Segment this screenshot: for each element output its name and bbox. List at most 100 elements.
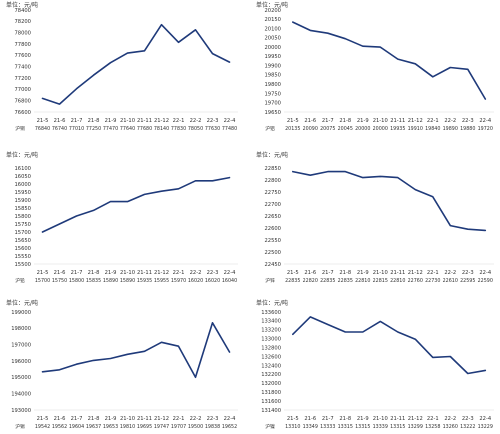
y-tick-label: 193000 xyxy=(11,408,31,414)
x-tick-label: 21-9 xyxy=(105,270,117,276)
y-tick-label: 20100 xyxy=(264,26,281,32)
value-row-label: 沪铜 xyxy=(15,125,25,132)
value-row-cell: 15750 xyxy=(52,278,67,284)
y-tick-label: 15550 xyxy=(14,254,31,260)
value-row-cell: 15890 xyxy=(120,278,135,284)
y-tick-label: 22600 xyxy=(264,226,281,232)
y-tick-label: 15650 xyxy=(14,238,31,244)
y-tick-label: 15750 xyxy=(14,222,31,228)
y-tick-label: 19850 xyxy=(264,73,281,79)
value-row-cell: 20090 xyxy=(303,126,318,132)
x-tick-label: 21-11 xyxy=(137,118,152,124)
value-row-label: 沪镍 xyxy=(265,423,275,430)
value-row-cell: 19747 xyxy=(154,424,169,430)
value-row-cell: 15700 xyxy=(35,278,50,284)
y-tick-label: 199000 xyxy=(11,310,31,316)
x-tick-label: 21-8 xyxy=(88,118,100,124)
y-tick-label: 78200 xyxy=(14,19,31,25)
value-row-cell: 15800 xyxy=(69,278,84,284)
x-tick-label: 22-3 xyxy=(462,118,474,124)
x-tick-label: 21-7 xyxy=(322,118,334,124)
value-row-cell: 19637 xyxy=(86,424,101,430)
series-line xyxy=(291,21,487,100)
value-row-cell: 13333 xyxy=(320,424,335,430)
value-row-cell: 77640 xyxy=(120,126,135,132)
x-tick-label: 21-8 xyxy=(339,416,351,422)
value-row-label: 沪铅 xyxy=(15,277,25,284)
value-row-cell: 19653 xyxy=(103,424,118,430)
y-tick-label: 20050 xyxy=(264,36,281,42)
value-row-cell: 22810 xyxy=(390,278,405,284)
x-tick-label: 21-8 xyxy=(339,270,351,276)
x-tick-label: 22-2 xyxy=(190,118,202,124)
x-tick-label: 22-3 xyxy=(462,416,474,422)
x-tick-label: 21-8 xyxy=(88,416,100,422)
unit-label: 单位：元/吨 xyxy=(256,151,288,159)
value-row-label: 沪锡 xyxy=(15,423,25,430)
y-tick-label: 133000 xyxy=(261,337,281,343)
y-tick-label: 22550 xyxy=(264,238,281,244)
value-row-cell: 16020 xyxy=(188,278,203,284)
y-tick-label: 133400 xyxy=(261,319,281,325)
value-row-cell: 77010 xyxy=(69,126,84,132)
x-tick-label: 21-10 xyxy=(373,270,388,276)
x-tick-label: 21-11 xyxy=(137,416,152,422)
x-tick-label: 21-5 xyxy=(37,270,49,276)
x-tick-label: 21-11 xyxy=(137,270,152,276)
y-tick-label: 131600 xyxy=(261,399,281,405)
y-tick-label: 15850 xyxy=(14,206,31,212)
y-tick-label: 76600 xyxy=(14,110,31,116)
y-tick-label: 19700 xyxy=(264,101,281,107)
value-row-cell: 13260 xyxy=(443,424,458,430)
y-tick-label: 76800 xyxy=(14,98,31,104)
x-tick-label: 21-6 xyxy=(54,416,66,422)
x-tick-label: 22-4 xyxy=(224,416,236,422)
value-row-cell: 22815 xyxy=(373,278,388,284)
x-tick-label: 21-12 xyxy=(154,118,169,124)
y-tick-label: 20150 xyxy=(264,17,281,23)
value-row-cell: 20135 xyxy=(285,126,300,132)
x-tick-label: 21-7 xyxy=(322,270,334,276)
x-tick-label: 22-1 xyxy=(427,416,439,422)
y-tick-label: 195000 xyxy=(11,375,31,381)
value-row-cell: 19838 xyxy=(205,424,220,430)
unit-label: 单位：元/吨 xyxy=(6,151,38,159)
y-tick-label: 15900 xyxy=(14,198,31,204)
x-tick-label: 22-2 xyxy=(444,118,456,124)
value-row-cell: 76740 xyxy=(52,126,67,132)
y-tick-label: 198000 xyxy=(11,326,31,332)
y-tick-label: 77000 xyxy=(14,87,31,93)
y-tick-label: 19900 xyxy=(264,63,281,69)
y-tick-label: 22700 xyxy=(264,202,281,208)
x-tick-label: 21-6 xyxy=(304,270,316,276)
y-tick-label: 22500 xyxy=(264,250,281,256)
y-tick-label: 131800 xyxy=(261,390,281,396)
x-tick-label: 21-6 xyxy=(54,118,66,124)
x-tick-label: 21-6 xyxy=(54,270,66,276)
x-tick-label: 21-10 xyxy=(120,118,135,124)
x-tick-label: 21-7 xyxy=(71,118,83,124)
value-row-cell: 13315 xyxy=(355,424,370,430)
x-tick-label: 21-6 xyxy=(304,416,316,422)
value-row-cell: 15890 xyxy=(103,278,118,284)
x-tick-label: 21-5 xyxy=(287,270,299,276)
y-tick-label: 77800 xyxy=(14,42,31,48)
x-tick-label: 21-10 xyxy=(373,118,388,124)
y-tick-label: 132200 xyxy=(261,372,281,378)
series-line xyxy=(41,23,231,105)
series-line xyxy=(41,321,231,379)
x-tick-label: 21-9 xyxy=(357,416,369,422)
x-tick-label: 21-12 xyxy=(408,416,423,422)
x-tick-label: 21-12 xyxy=(154,416,169,422)
x-tick-label: 22-3 xyxy=(462,270,474,276)
x-tick-label: 22-1 xyxy=(173,416,185,422)
x-tick-label: 21-7 xyxy=(71,270,83,276)
y-tick-label: 22650 xyxy=(264,214,281,220)
value-row-cell: 19500 xyxy=(188,424,203,430)
value-row-cell: 20000 xyxy=(355,126,370,132)
y-tick-label: 19750 xyxy=(264,91,281,97)
y-tick-label: 77400 xyxy=(14,64,31,70)
y-tick-label: 16000 xyxy=(14,182,31,188)
value-row-label: 沪锌 xyxy=(265,277,275,284)
